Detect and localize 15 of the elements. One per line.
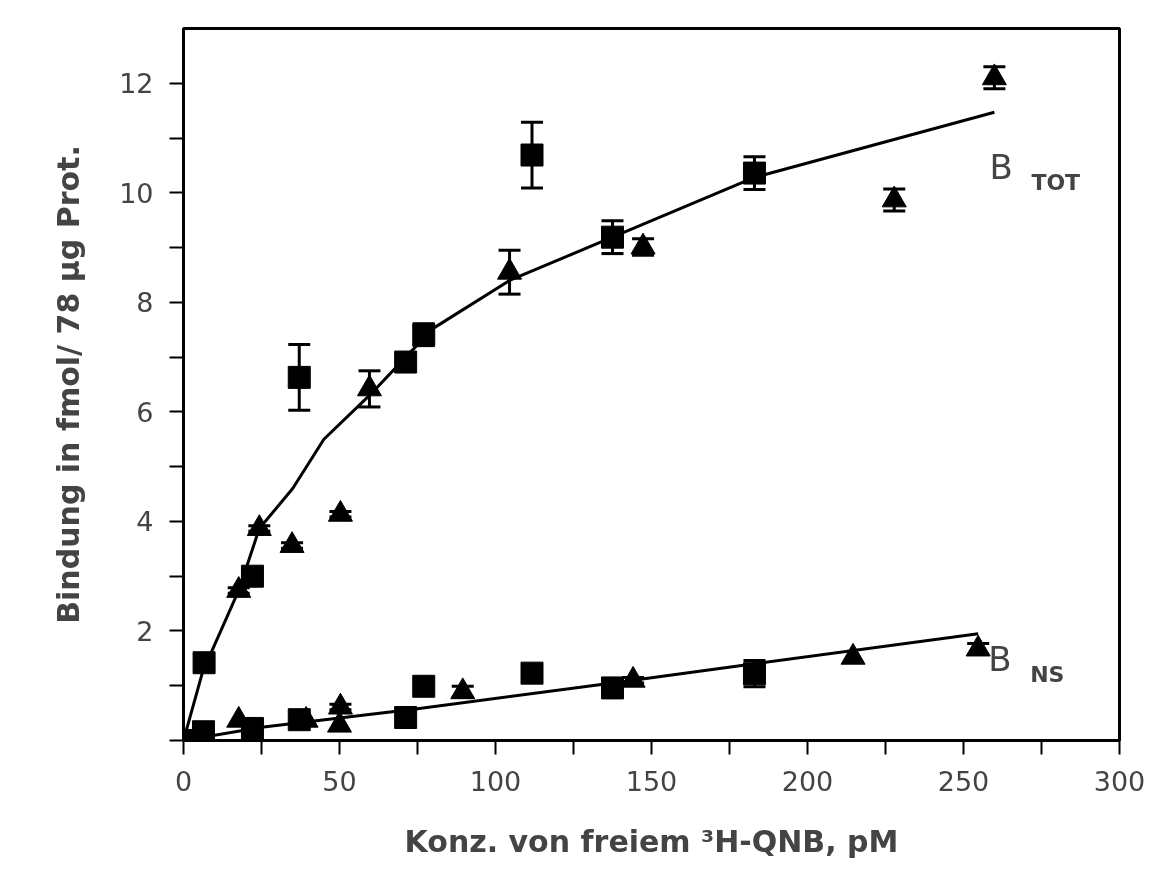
- x-tick-label: 250: [937, 765, 990, 797]
- x-tick-label: 200: [781, 765, 834, 797]
- x-tick-label: 0: [174, 765, 193, 797]
- y-tick-label: 4: [136, 506, 154, 538]
- x-tick-label: 150: [625, 765, 678, 797]
- y-tick-label: 2: [136, 615, 154, 647]
- x-tick-label: 300: [1093, 765, 1146, 797]
- y-tick-label: 12: [119, 68, 154, 100]
- y-tick-label: 10: [119, 177, 154, 209]
- x-axis-title: Konz. von freiem ³H-QNB, pM: [404, 823, 899, 859]
- y-tick-label: 8: [136, 287, 154, 319]
- x-tick-label: 50: [322, 765, 357, 797]
- y-axis-title: Bindung in fmol/ 78 µg Prot.: [51, 145, 87, 624]
- y-tick-label: 6: [136, 396, 154, 428]
- x-tick-label: 100: [469, 765, 522, 797]
